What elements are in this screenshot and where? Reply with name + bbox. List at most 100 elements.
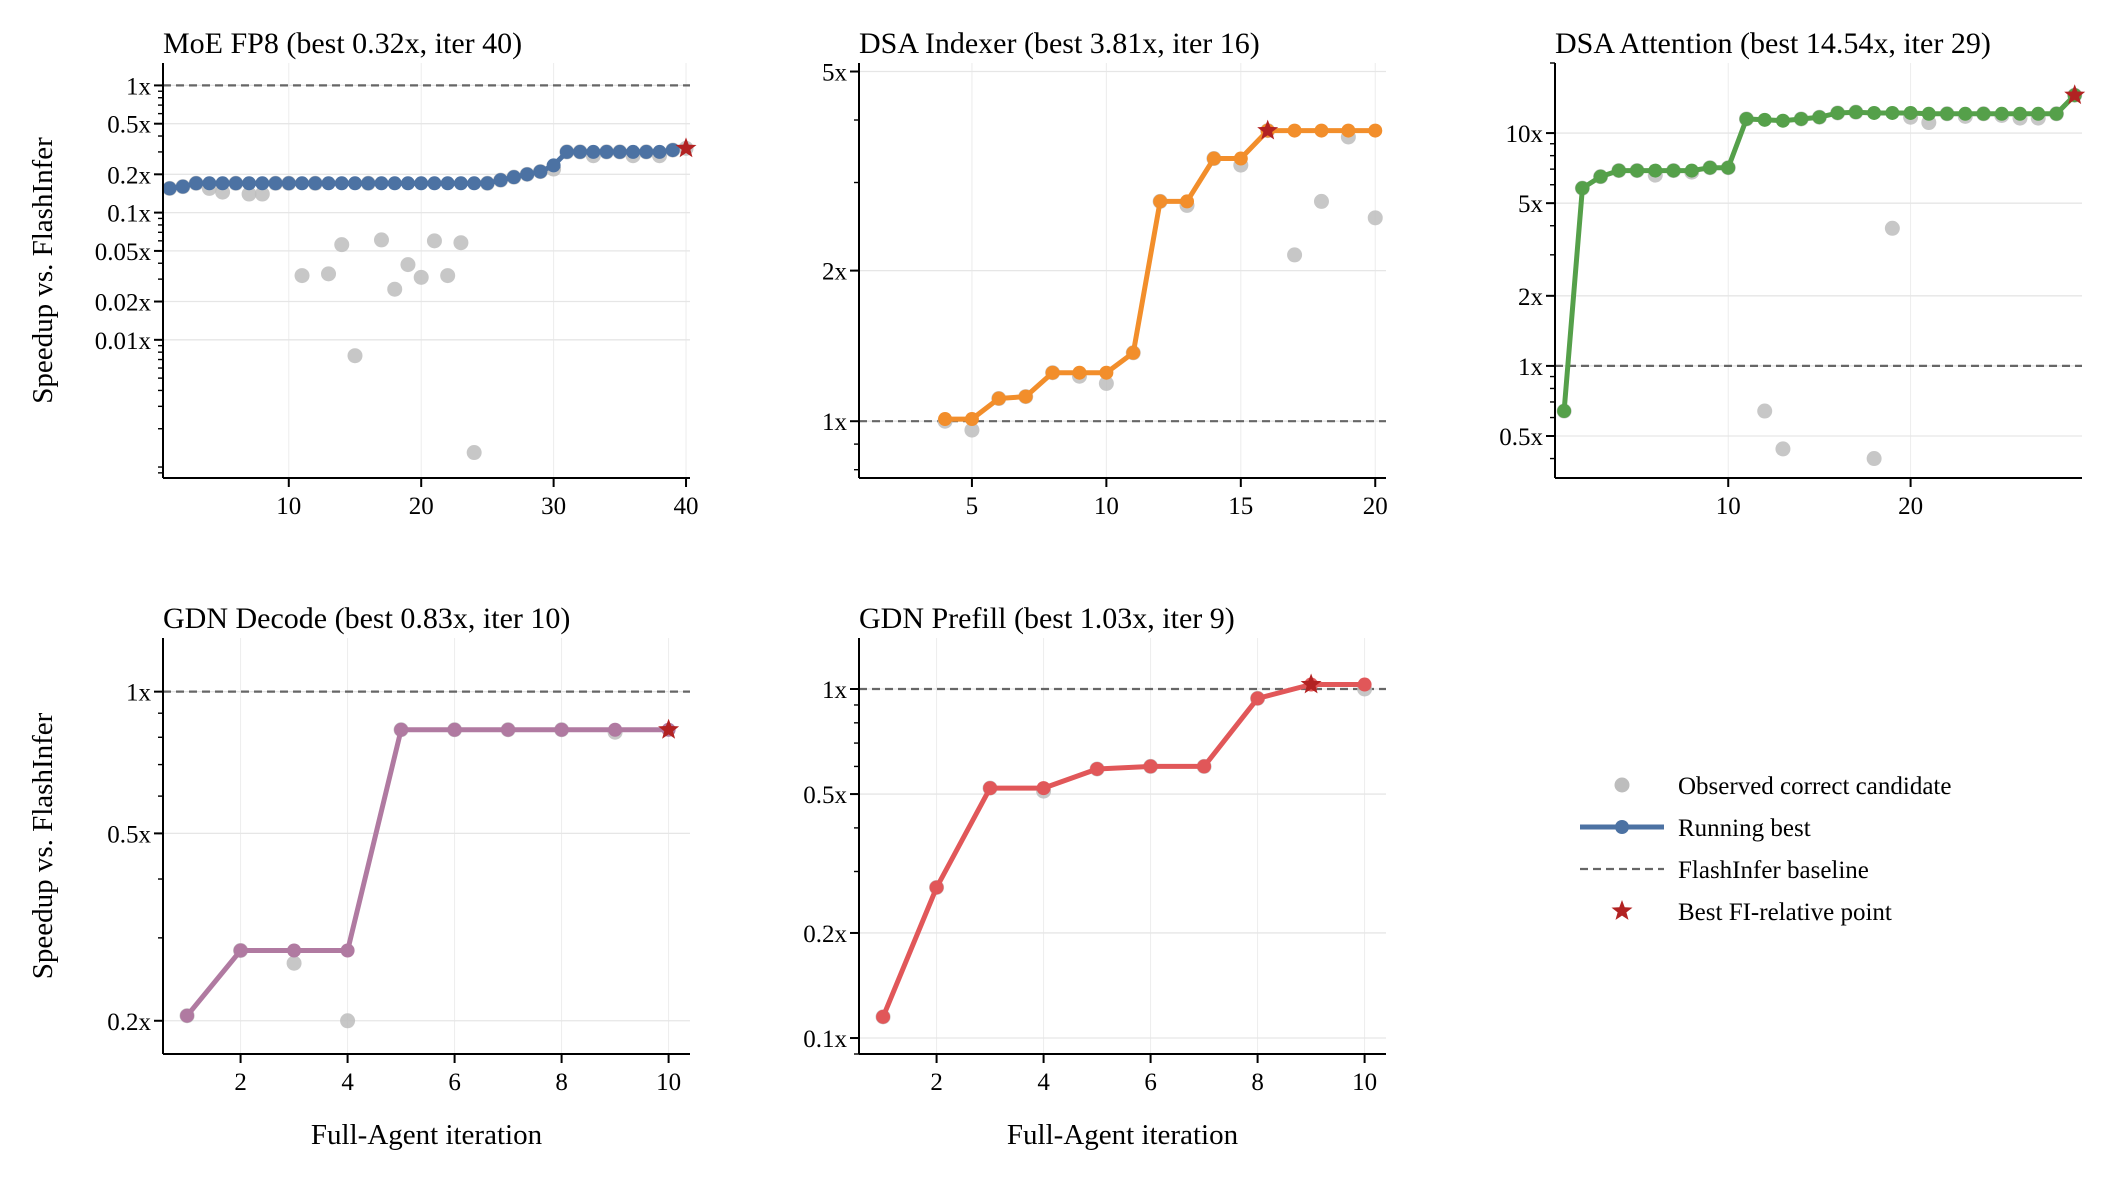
observed-point — [340, 1013, 356, 1029]
running-best-point — [228, 176, 243, 191]
running-best-point — [639, 144, 654, 159]
x-tick-label: 5 — [966, 493, 979, 520]
running-best-point — [162, 181, 177, 196]
running-best-point — [1830, 105, 1845, 120]
y-tick-label: 1x — [822, 409, 848, 436]
observed-point — [964, 422, 980, 438]
running-best-point — [1180, 194, 1195, 209]
chart-panel-2: 5x 2x 1x 5 10 15 20 DSA Indexer (best 3.81x, it… — [822, 27, 1388, 520]
running-best-point — [506, 170, 521, 185]
running-best-point — [1206, 151, 1221, 166]
x-tick-label: 15 — [1228, 493, 1253, 520]
x-tick-label: 20 — [1363, 493, 1388, 520]
running-best-point — [374, 176, 389, 191]
running-best-point — [467, 176, 482, 191]
running-best-point — [554, 722, 569, 737]
running-best-point — [1593, 169, 1608, 184]
running-best-point — [1703, 160, 1717, 175]
running-best-point — [1287, 123, 1302, 138]
y-tick-label: 10x — [1506, 121, 1544, 148]
running-best-point — [255, 176, 270, 191]
y-tick-label: 0.2x — [107, 162, 151, 189]
x-tick-label: 30 — [541, 493, 566, 520]
running-best-point — [1153, 194, 1168, 209]
legend-label: Best FI-relative point — [1678, 899, 1892, 926]
observed-point — [254, 186, 270, 202]
running-best-point — [233, 943, 248, 958]
best-point-star — [658, 718, 680, 739]
legend-observed-marker — [1614, 777, 1630, 793]
y-tick-label: 0.2x — [107, 1009, 151, 1036]
observed-point — [373, 232, 389, 248]
observed-point — [1866, 451, 1882, 467]
running-best-point — [1314, 123, 1329, 138]
running-best-point — [295, 176, 310, 191]
running-best-point — [1775, 113, 1790, 128]
observed-point — [1757, 403, 1773, 419]
y-tick-label: 1x — [822, 677, 848, 704]
chart-title: GDN Decode (best 0.83x, iter 10) — [163, 602, 570, 635]
y-tick-label: 5x — [822, 60, 848, 87]
running-best-point — [983, 781, 998, 796]
running-best-point — [533, 164, 548, 179]
y-tick-label: 1x — [1518, 354, 1544, 381]
running-best-point — [1994, 106, 2009, 121]
observed-point — [1367, 210, 1383, 226]
running-best-point — [1611, 163, 1626, 178]
running-best-point — [938, 412, 953, 427]
running-best-point — [1739, 111, 1754, 126]
running-best-point — [447, 722, 462, 737]
running-best-point — [361, 176, 376, 191]
y-axis-label: Speedup vs. FlashInfer — [27, 712, 59, 979]
observed-point — [440, 268, 456, 284]
y-tick-label: 1x — [126, 680, 152, 707]
observed-point — [1775, 441, 1791, 457]
chart-title: DSA Attention (best 14.54x, iter 29) — [1555, 27, 1991, 60]
observed-point — [453, 235, 469, 251]
running-best-point — [493, 173, 508, 188]
y-tick-label: 0.02x — [95, 290, 152, 317]
running-best-point — [242, 176, 257, 191]
observed-point — [1313, 193, 1329, 209]
running-best-point — [1233, 151, 1248, 166]
running-best-point — [1099, 365, 1114, 380]
running-best-point — [991, 391, 1006, 406]
chart-title: GDN Prefill (best 1.03x, iter 9) — [859, 602, 1235, 635]
y-tick-label: 1x — [126, 73, 152, 100]
running-best-point — [1072, 365, 1087, 380]
y-tick-label: 0.5x — [1499, 424, 1543, 451]
running-best-point — [1630, 163, 1645, 178]
observed-point — [241, 186, 257, 202]
observed-point — [1884, 220, 1900, 236]
observed-point — [387, 281, 403, 297]
best-point-star — [2064, 84, 2086, 105]
chart-title: DSA Indexer (best 3.81x, iter 16) — [859, 27, 1260, 60]
running-best-point — [308, 176, 323, 191]
running-best-point — [287, 943, 302, 958]
running-best-point — [1090, 761, 1105, 776]
running-best-point — [180, 1008, 195, 1023]
running-best-line — [1561, 92, 2078, 414]
x-tick-label: 8 — [1251, 1069, 1264, 1096]
running-best-point — [453, 176, 468, 191]
running-best-point — [612, 144, 627, 159]
running-best-point — [1903, 105, 1918, 120]
running-best-point — [501, 722, 516, 737]
y-tick-label: 0.5x — [107, 112, 151, 139]
observed-point — [321, 266, 337, 282]
running-best-point — [1018, 389, 1033, 404]
y-tick-label: 0.1x — [107, 201, 151, 228]
chart-title: MoE FP8 (best 0.32x, iter 40) — [163, 27, 522, 60]
running-best-point — [1666, 163, 1681, 178]
running-best-point — [520, 167, 535, 182]
running-best-point — [427, 176, 442, 191]
running-best-point — [334, 176, 349, 191]
x-tick-label: 40 — [674, 493, 699, 520]
running-best-point — [1341, 123, 1356, 138]
y-axis-label: Speedup vs. FlashInfer — [27, 137, 59, 404]
chart-panel-5: 1x 0.5x 0.2x 0.1x 2 4 6 8 10 GDN Prefill (best 1.… — [803, 602, 1386, 1151]
best-point-star — [1257, 119, 1279, 140]
observed-point — [286, 955, 302, 971]
legend-label: Running best — [1678, 815, 1811, 842]
